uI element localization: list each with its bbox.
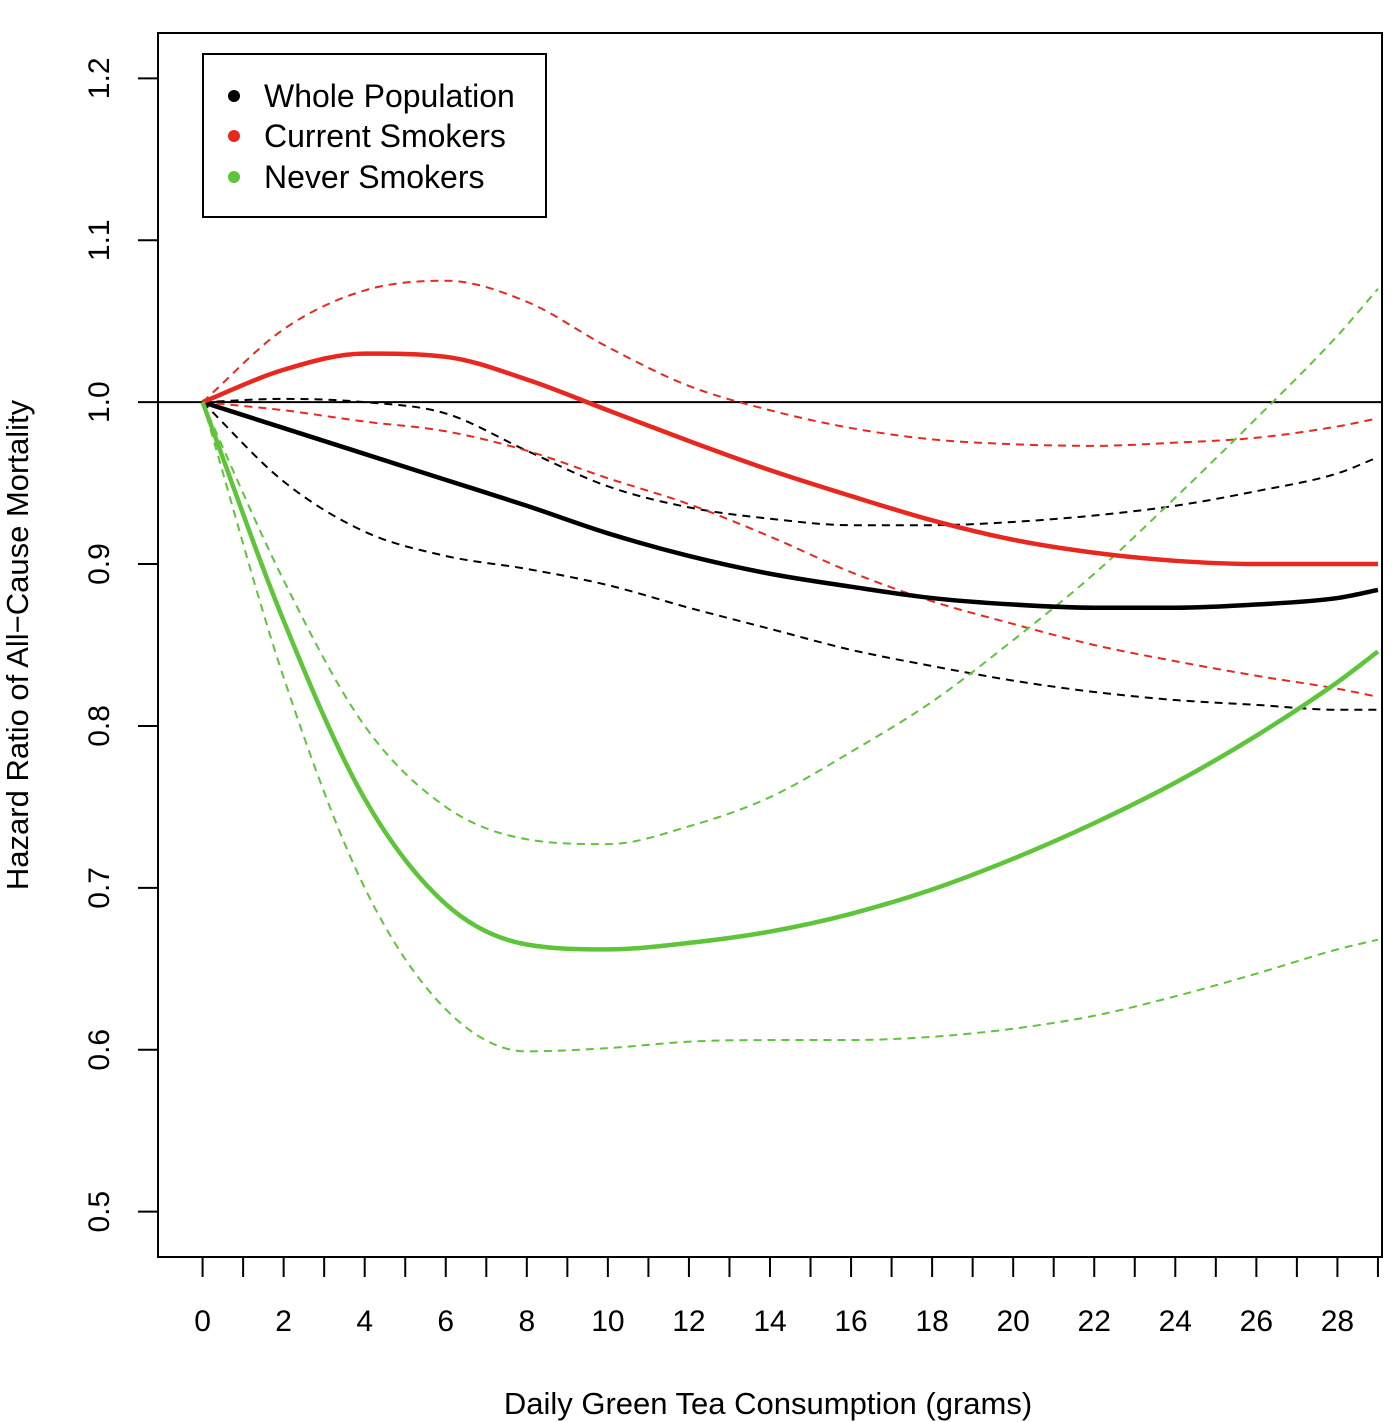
- series-line-current-smokers-lower-ci: [202, 401, 1379, 698]
- x-tick-label-6: 6: [437, 1305, 454, 1338]
- series-line-whole-population-upper-ci: [202, 397, 1379, 527]
- legend-label-never-smokers: Never Smokers: [264, 159, 485, 195]
- x-tick-label-24: 24: [1159, 1305, 1192, 1338]
- x-tick-label-14: 14: [753, 1305, 786, 1338]
- x-axis: 0 2 4 6 8 10 12 14 16 18 20 22 24 26 28: [194, 1257, 1379, 1338]
- x-axis-title: Daily Green Tea Consumption (grams): [504, 1386, 1032, 1421]
- legend-marker-whole-population: [228, 90, 240, 102]
- x-tick-label-12: 12: [672, 1305, 705, 1338]
- series-line-current-smokers: [201, 351, 1378, 567]
- series-line-whole-population: [201, 399, 1379, 611]
- legend: Whole Population Current Smokers Never S…: [202, 53, 547, 218]
- y-tick-label-0-8: 0.8: [83, 705, 116, 747]
- y-tick-label-0-6: 0.6: [83, 1029, 116, 1071]
- y-axis: 0.5 0.6 0.7 0.8 0.9 1.0 1.1 1.2: [83, 57, 158, 1233]
- legend-box: [202, 53, 547, 218]
- y-tick-label-1-1: 1.1: [83, 219, 116, 261]
- x-tick-label-16: 16: [834, 1305, 867, 1338]
- series-line-never-smokers-upper-ci: [201, 288, 1379, 846]
- series-line-whole-population-lower-ci: [201, 401, 1378, 711]
- x-tick-label-2: 2: [275, 1305, 292, 1338]
- y-tick-label-1-2: 1.2: [83, 57, 116, 99]
- y-tick-label-0-7: 0.7: [83, 867, 116, 909]
- x-tick-label-4: 4: [356, 1305, 373, 1338]
- legend-marker-never-smokers: [228, 171, 240, 183]
- plot-layer: [158, 279, 1382, 1053]
- series-line-never-smokers: [200, 401, 1380, 952]
- x-tick-label-18: 18: [915, 1305, 948, 1338]
- x-tick-label-10: 10: [591, 1305, 624, 1338]
- x-tick-label-0: 0: [194, 1305, 211, 1338]
- legend-marker-current-smokers: [228, 130, 240, 142]
- y-tick-label-0-9: 0.9: [83, 543, 116, 585]
- series-line-never-smokers-lower-ci: [201, 401, 1379, 1053]
- x-tick-label-28: 28: [1321, 1305, 1354, 1338]
- x-tick-label-26: 26: [1240, 1305, 1273, 1338]
- x-tick-label-8: 8: [518, 1305, 535, 1338]
- x-tick-label-22: 22: [1078, 1305, 1111, 1338]
- legend-label-whole-population: Whole Population: [264, 78, 515, 114]
- x-tick-label-20: 20: [996, 1305, 1029, 1338]
- y-tick-label-0-5: 0.5: [83, 1191, 116, 1233]
- y-axis-title: Hazard Ratio of All−Cause Mortality: [0, 399, 35, 890]
- legend-label-current-smokers: Current Smokers: [264, 118, 506, 154]
- series-line-current-smokers-upper-ci: [201, 279, 1379, 447]
- y-tick-label-1: 1.0: [83, 381, 116, 423]
